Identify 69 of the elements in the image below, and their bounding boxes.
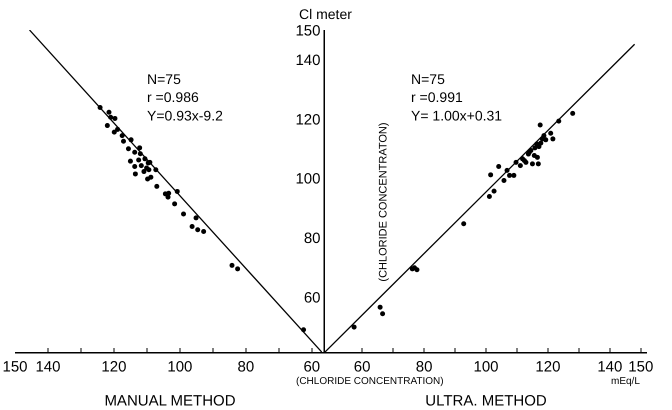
x-tick-label: 150 [628,358,654,376]
y-tick-label: 80 [304,230,320,247]
point [132,150,138,155]
point [534,154,540,160]
y-tick-label: 100 [295,170,320,188]
point [141,169,146,174]
point [201,229,206,234]
y-tick-label: 150 [295,22,320,40]
point [548,130,554,136]
y-axis-title: (CHLORIDE CONCENTRATON) [377,122,390,282]
point [378,304,383,310]
point [121,138,126,144]
point [195,227,200,232]
point [138,163,144,168]
point [106,110,112,115]
point [414,267,420,272]
x-tick-label: 120 [535,358,560,376]
point [132,171,138,176]
x-tick-label: 60 [354,358,370,376]
point [486,194,492,199]
point [543,137,548,142]
point [380,311,386,316]
point [550,136,556,142]
point [492,188,497,194]
x-tick-label: 80 [238,358,254,376]
y-tick-label: 120 [295,111,320,128]
x-tick-label: 140 [35,358,60,376]
point [112,116,118,121]
point [511,172,516,178]
point [352,324,357,330]
point [126,146,131,152]
point [104,123,110,128]
annotation: N=75 r =0.986 Y=0.93x-9.2 [147,71,224,124]
point [488,172,494,178]
point [136,157,142,162]
x-tick-label: 120 [101,358,126,376]
point [507,172,512,178]
x-tick-label: 140 [597,358,622,376]
point [536,161,541,166]
x-tick-label: 80 [416,358,432,376]
y-tick-label: 140 [295,52,320,69]
point [230,262,234,268]
point [181,212,186,216]
point [128,158,133,164]
point [235,266,240,272]
text: mEq/L [611,376,640,387]
point [132,164,138,170]
x-axis-title: ULTRA. METHOD [425,392,547,410]
point [518,163,523,168]
point [530,161,535,166]
text: (CHLORIDE CONCENTRATION) [296,376,444,387]
point [166,190,172,196]
x-tick-label: 100 [473,358,499,376]
point [172,201,178,206]
point [538,122,543,128]
y-tick-label: 60 [304,289,320,306]
point [154,184,160,189]
point [194,215,199,220]
x-tick-label: 100 [167,358,192,376]
annotation: N=75 r =0.991 Y= 1.00x+0.31 [411,71,502,124]
point [501,178,506,183]
point [190,224,195,229]
chart-title: Cl meter [299,6,352,22]
x-tick-label: 150 [2,358,28,376]
point [570,110,576,116]
point [496,164,502,170]
point [461,221,466,226]
point [145,176,150,182]
x-axis-title: MANUAL METHOD [104,392,236,410]
